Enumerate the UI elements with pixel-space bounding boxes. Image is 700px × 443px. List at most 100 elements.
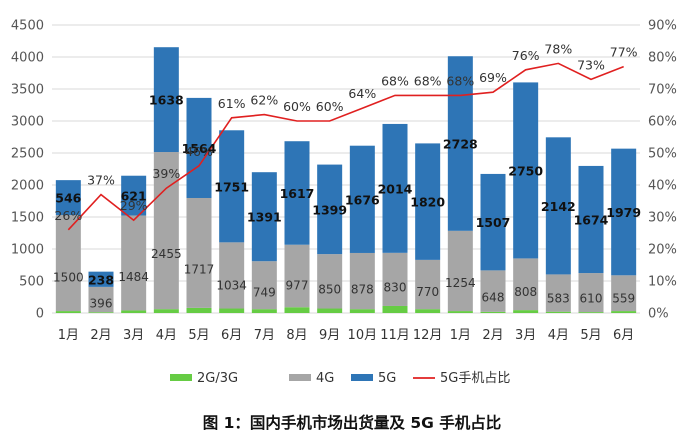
label-5g-share: 73% (577, 57, 605, 72)
x-tick-label: 6月 (613, 328, 634, 343)
x-tick-label: 10月 (348, 328, 378, 343)
label-5g-share: 68% (446, 73, 474, 88)
legend-label: 5G (378, 371, 396, 386)
y-right-tick-label: 90% (648, 19, 677, 34)
bar-2g3g (219, 309, 244, 313)
y-right-tick-label: 80% (648, 51, 677, 66)
label-5g-share: 69% (479, 70, 507, 85)
label-4g: 583 (547, 292, 570, 306)
label-5g: 2142 (541, 199, 576, 214)
y-right-tick-label: 50% (648, 147, 677, 162)
x-tick-label: 3月 (515, 328, 536, 343)
x-tick-label: 5月 (188, 328, 209, 343)
x-tick-label: 1月 (450, 328, 471, 343)
x-tick-label: 8月 (286, 328, 307, 343)
legend-label: 2G/3G (197, 371, 238, 386)
bar-4g (317, 254, 342, 308)
label-5g: 238 (88, 272, 114, 287)
y-right-tick-label: 30% (648, 211, 677, 226)
label-5g: 2014 (378, 181, 413, 196)
x-tick-label: 7月 (254, 328, 275, 343)
label-4g: 610 (580, 291, 603, 305)
bar-2g3g (285, 307, 310, 313)
bar-2g3g (546, 312, 571, 313)
y-left-tick-label: 4500 (11, 19, 44, 34)
label-5g-share: 64% (348, 86, 376, 101)
label-4g: 559 (612, 292, 635, 306)
y-left-tick-label: 3000 (11, 115, 44, 130)
label-4g: 1034 (216, 278, 247, 292)
y-right-tick-label: 60% (648, 115, 677, 130)
x-tick-label: 5月 (580, 328, 601, 343)
label-5g: 1676 (345, 192, 380, 207)
label-4g: 1500 (53, 270, 84, 284)
label-5g-share: 77% (610, 45, 638, 60)
label-5g: 2728 (443, 137, 478, 152)
label-5g-share: 76% (512, 48, 540, 63)
label-5g: 1507 (476, 215, 511, 230)
label-4g: 396 (90, 296, 113, 310)
label-5g: 1751 (214, 179, 249, 194)
label-5g: 2750 (508, 163, 543, 178)
y-right-tick-label: 10% (648, 275, 677, 290)
label-5g: 1674 (574, 212, 609, 227)
bar-2g3g (154, 309, 179, 313)
label-5g: 1617 (280, 186, 315, 201)
y-right-tick-label: 40% (648, 179, 677, 194)
label-5g-share: 62% (250, 93, 278, 108)
chart-caption: 图 1：国内手机市场出货量及 5G 手机占比 (203, 413, 501, 432)
bar-2g3g (481, 312, 506, 313)
legend-swatch (170, 374, 192, 381)
label-5g-share: 60% (283, 99, 311, 114)
legend-swatch (351, 374, 373, 381)
label-5g-share: 29% (120, 198, 148, 213)
label-5g: 546 (55, 191, 81, 206)
y-left-tick-label: 0 (36, 307, 44, 322)
bar-2g3g (350, 309, 375, 313)
legend-label: 5G手机占比 (440, 371, 510, 386)
x-tick-label: 4月 (548, 328, 569, 343)
label-5g: 1399 (312, 202, 347, 217)
x-tick-label: 6月 (221, 328, 242, 343)
y-left-tick-label: 1000 (11, 243, 44, 258)
x-tick-label: 2月 (90, 328, 111, 343)
bar-4g (285, 245, 310, 308)
y-right-tick-label: 0% (648, 307, 669, 322)
label-4g: 977 (286, 278, 309, 292)
bar-2g3g (121, 310, 146, 313)
label-4g: 770 (416, 285, 439, 299)
y-left-tick-label: 2500 (11, 147, 44, 162)
y-left-tick-label: 2000 (11, 179, 44, 194)
label-5g-share: 68% (414, 73, 442, 88)
y-right-tick-label: 70% (648, 83, 677, 98)
label-4g: 2455 (151, 247, 182, 261)
x-tick-label: 12月 (413, 328, 443, 343)
x-tick-label: 11月 (380, 328, 410, 343)
label-5g: 1979 (606, 205, 641, 220)
label-5g-share: 60% (316, 99, 344, 114)
bar-2g3g (448, 311, 473, 313)
bar-2g3g (579, 312, 604, 313)
x-tick-label: 4月 (156, 328, 177, 343)
y-left-tick-label: 4000 (11, 51, 44, 66)
label-4g: 878 (351, 282, 374, 296)
bar-2g3g (56, 311, 81, 313)
label-5g: 1638 (149, 93, 184, 108)
label-4g: 1717 (184, 262, 215, 276)
label-5g-share: 61% (218, 96, 246, 111)
bar-4g (187, 198, 212, 308)
label-5g: 1820 (410, 195, 445, 210)
label-4g: 850 (318, 282, 341, 296)
label-4g: 1484 (118, 270, 149, 284)
bar-2g3g (187, 308, 212, 313)
label-5g-share: 46% (185, 144, 213, 159)
label-4g: 749 (253, 285, 276, 299)
bar-4g (448, 231, 473, 311)
y-left-tick-label: 1500 (11, 211, 44, 226)
label-4g: 830 (384, 280, 407, 294)
x-tick-label: 3月 (123, 328, 144, 343)
bar-2g3g (383, 306, 408, 313)
bar-4g (219, 242, 244, 308)
